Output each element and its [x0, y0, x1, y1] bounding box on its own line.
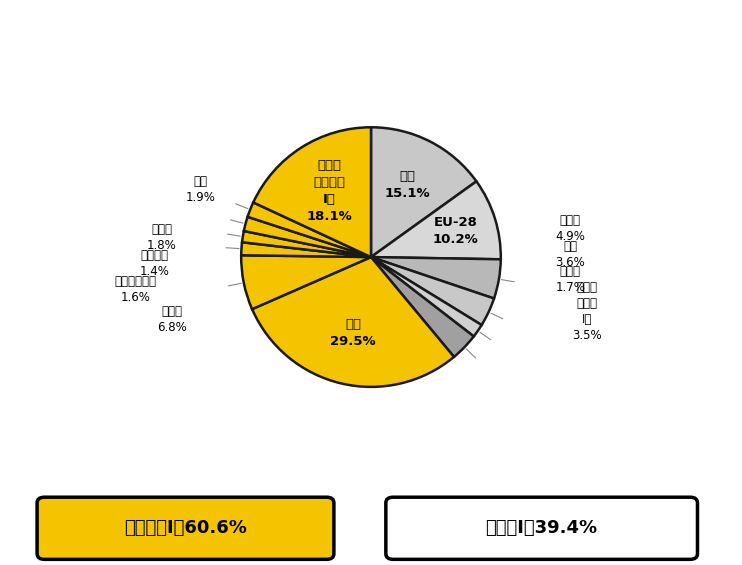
Wedge shape	[371, 181, 501, 259]
Text: カナダ
1.7%: カナダ 1.7%	[555, 264, 585, 294]
Wedge shape	[241, 255, 371, 309]
Text: 米国
15.1%: 米国 15.1%	[385, 171, 430, 201]
Wedge shape	[371, 257, 473, 357]
Wedge shape	[244, 217, 371, 257]
Wedge shape	[371, 257, 494, 325]
Text: その他
非付属書
I国
18.1%: その他 非付属書 I国 18.1%	[306, 159, 352, 223]
Text: EU-28
10.2%: EU-28 10.2%	[433, 216, 478, 246]
Wedge shape	[252, 257, 454, 387]
Text: インドネシア
1.6%: インドネシア 1.6%	[115, 275, 157, 304]
Text: ロシア
4.9%: ロシア 4.9%	[555, 214, 585, 243]
Text: 日本
3.6%: 日本 3.6%	[555, 240, 585, 269]
Text: 非附属書Ⅰ国60.6%: 非附属書Ⅰ国60.6%	[124, 519, 247, 537]
Wedge shape	[253, 127, 371, 257]
Text: インド
6.8%: インド 6.8%	[157, 305, 187, 334]
Text: 韓国
1.9%: 韓国 1.9%	[186, 175, 215, 204]
Text: 附属書Ⅰ国39.4%: 附属書Ⅰ国39.4%	[485, 519, 598, 537]
Wedge shape	[241, 242, 371, 257]
Text: 中国
29.5%: 中国 29.5%	[330, 318, 376, 348]
Wedge shape	[371, 127, 476, 257]
Text: その他
付属書
I国
3.5%: その他 付属書 I国 3.5%	[572, 281, 602, 342]
Wedge shape	[248, 202, 371, 257]
Wedge shape	[242, 231, 371, 257]
Wedge shape	[371, 257, 482, 336]
Text: イラン
1.8%: イラン 1.8%	[147, 223, 177, 252]
Wedge shape	[371, 257, 501, 298]
Text: ブラジル
1.4%: ブラジル 1.4%	[140, 249, 170, 278]
